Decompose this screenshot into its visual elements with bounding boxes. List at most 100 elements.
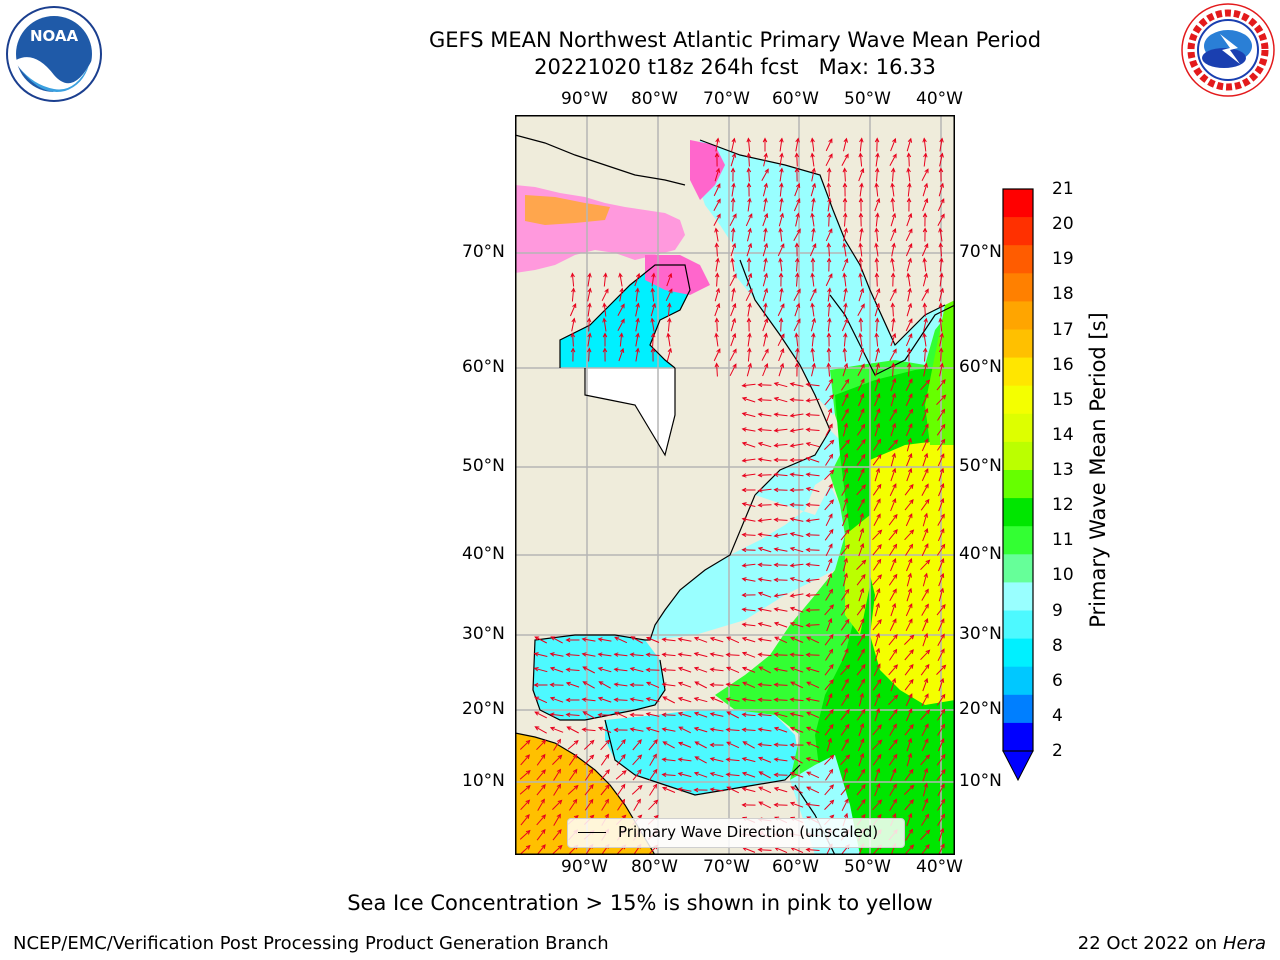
wave-arrow	[857, 618, 865, 632]
wave-arrow-head	[741, 473, 747, 478]
wave-arrow-head	[892, 288, 897, 294]
wave-arrow-head	[907, 572, 912, 578]
wave-arrow	[662, 728, 676, 732]
wave-arrow	[790, 622, 804, 628]
wave-arrow-head	[741, 577, 747, 582]
colorbar-band	[1003, 217, 1033, 246]
wave-arrow	[806, 457, 820, 463]
wave-arrow-head	[875, 347, 880, 353]
wave-arrow	[824, 784, 834, 796]
wave-arrow	[939, 333, 943, 347]
wave-arrow	[662, 683, 676, 687]
wave-arrow-head	[909, 844, 915, 850]
wave-arrow	[843, 243, 847, 257]
wave-arrow-head	[794, 242, 800, 248]
wave-arrow-head	[844, 317, 849, 324]
wave-arrow-head	[572, 798, 578, 804]
wave-arrow-head	[763, 287, 769, 293]
wave-arrow	[857, 499, 865, 511]
wave-arrow-head	[860, 363, 865, 369]
wave-arrow-head	[812, 288, 817, 294]
wave-arrow	[678, 726, 692, 734]
wave-arrow-head	[741, 547, 747, 553]
wave-arrow-head	[588, 798, 594, 804]
wave-arrow-head	[940, 723, 945, 729]
colorbar-band	[1003, 638, 1033, 668]
wave-arrow	[716, 243, 718, 257]
wave-arrow	[694, 652, 708, 658]
wave-arrow-head	[741, 622, 747, 627]
wave-arrow	[758, 801, 772, 809]
wave-arrow-head	[892, 588, 897, 594]
wave-arrow-head	[828, 557, 833, 564]
wave-arrow-head	[860, 633, 866, 639]
wave-arrow-head	[790, 756, 796, 761]
wave-arrow	[598, 638, 612, 642]
wave-arrow	[920, 649, 930, 661]
wave-arrow	[662, 696, 676, 704]
wave-arrow	[758, 413, 772, 417]
wave-arrow	[888, 529, 898, 541]
wave-arrow-head	[597, 652, 603, 657]
wave-arrow	[891, 258, 895, 272]
wave-arrow	[598, 697, 612, 703]
wave-arrow-head	[811, 362, 816, 368]
wave-arrow	[534, 636, 548, 644]
wave-arrow-head	[893, 664, 899, 670]
wave-arrow-head	[763, 272, 768, 278]
wave-arrow-head	[747, 272, 753, 278]
wave-arrow-head	[661, 757, 667, 762]
wave-arrow-head	[618, 272, 623, 278]
wave-arrow-head	[842, 242, 847, 248]
wave-arrow-head	[716, 348, 721, 354]
wave-arrow-head	[650, 287, 655, 293]
wave-arrow-head	[890, 167, 896, 173]
wave-arrow-head	[906, 347, 912, 353]
wave-arrow-head	[907, 302, 913, 308]
wave-arrow-head	[828, 543, 833, 549]
wave-arrow-head	[892, 348, 897, 354]
wave-arrow-head	[876, 392, 881, 399]
wave-arrow	[936, 769, 946, 781]
wave-arrow	[806, 681, 820, 689]
wave-arrow	[566, 669, 580, 671]
wave-arrow-head	[876, 558, 882, 564]
wave-arrow	[806, 473, 820, 477]
wave-arrow-head	[909, 499, 914, 504]
wave-arrow	[763, 228, 767, 242]
wave-arrow	[761, 169, 769, 181]
wave-arrow	[758, 743, 772, 747]
lat-label-left-60n: 60°N	[462, 357, 505, 377]
colorbar-band	[1003, 413, 1033, 443]
wave-arrow	[874, 393, 880, 407]
colorbar-band	[1003, 610, 1033, 640]
wave-arrow-head	[877, 739, 883, 745]
wave-arrow	[790, 772, 804, 778]
wave-arrow	[904, 724, 914, 736]
wave-arrow-head	[773, 562, 779, 568]
wave-arrow	[758, 429, 772, 431]
wave-arrow-head	[677, 696, 683, 702]
wave-arrow-head	[773, 621, 779, 627]
wave-arrow	[662, 758, 676, 762]
wave-arrow	[937, 198, 945, 212]
wave-arrow	[550, 697, 564, 703]
wave-arrow-head	[908, 452, 913, 459]
wave-arrow	[695, 741, 707, 749]
wave-arrow-head	[860, 648, 865, 654]
wave-arrow-head	[828, 378, 833, 384]
wave-arrow-head	[826, 167, 832, 173]
wave-arrow	[907, 183, 911, 197]
wave-arrow	[856, 560, 866, 570]
wave-arrow	[774, 443, 788, 447]
wave-arrow	[876, 168, 878, 182]
wave-arrow-head	[907, 437, 912, 443]
wave-arrow	[907, 273, 911, 287]
wave-arrow	[790, 413, 804, 417]
wave-arrow	[635, 303, 639, 317]
wave-arrow-head	[829, 709, 834, 714]
wave-arrow	[936, 439, 946, 451]
wave-arrow	[763, 333, 767, 347]
wave-arrow-head	[789, 652, 795, 658]
wave-arrow	[875, 153, 879, 167]
